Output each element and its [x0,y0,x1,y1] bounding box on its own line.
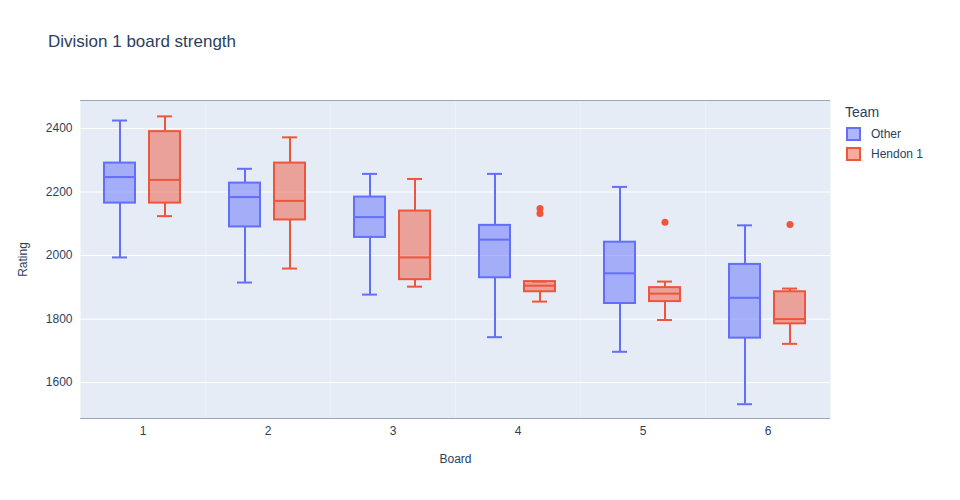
html-text:Division 1 board strength: Division 1 board strength [48,32,236,51]
svg-text:1600: 1600 [46,375,73,389]
svg-text:4: 4 [515,424,522,438]
svg-text:2400: 2400 [46,121,73,135]
html-text:Team: Team [845,104,880,120]
html-text:Other: Other [871,127,901,141]
svg-text:5: 5 [640,424,647,438]
svg-text:6: 6 [765,424,772,438]
svg-text:Board: Board [439,452,471,466]
svg-text:2000: 2000 [46,248,73,262]
svg-text:2: 2 [265,424,272,438]
svg-text:3: 3 [390,424,397,438]
html-text:Hendon 1: Hendon 1 [871,147,923,161]
svg-text:2200: 2200 [46,185,73,199]
svg-text:Rating: Rating [16,242,30,277]
svg-text:1800: 1800 [46,312,73,326]
svg-text:1: 1 [140,424,147,438]
